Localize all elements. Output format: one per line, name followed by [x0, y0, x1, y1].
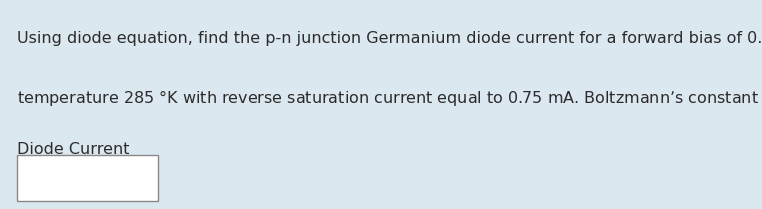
- Text: temperature 285 °K with reverse saturation current equal to 0.75 mA. Boltzmann’s: temperature 285 °K with reverse saturati…: [17, 88, 762, 110]
- Text: Using diode equation, find the p-n junction Germanium diode current for a forwar: Using diode equation, find the p-n junct…: [17, 31, 762, 46]
- Text: Diode Current: Diode Current: [17, 142, 130, 157]
- FancyBboxPatch shape: [17, 155, 158, 201]
